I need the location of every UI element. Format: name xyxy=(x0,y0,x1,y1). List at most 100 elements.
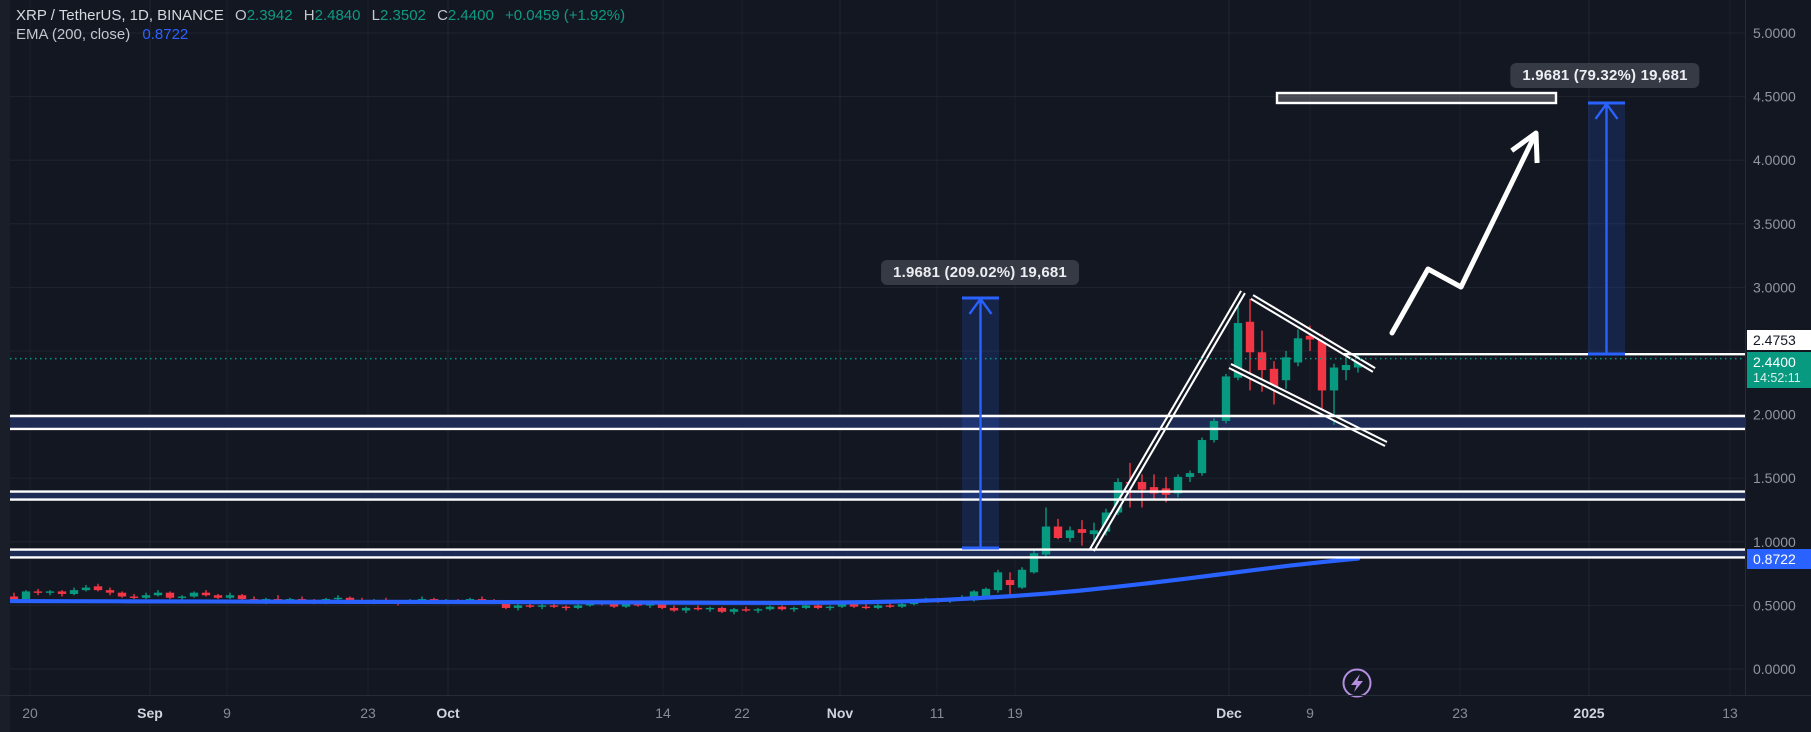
candle xyxy=(657,604,667,608)
chart-left-edge xyxy=(0,0,10,732)
price-line-badge: 2.4753 xyxy=(1747,330,1811,350)
ema-indicator-value: 0.8722 xyxy=(142,26,189,43)
candle xyxy=(1209,420,1219,441)
ema-line xyxy=(0,556,1361,605)
open-label: O xyxy=(235,7,247,24)
measure-tool-left[interactable] xyxy=(962,296,999,550)
last-price-badge: 2.4400 14:52:11 xyxy=(1747,352,1811,388)
time-tick-label: 2025 xyxy=(1573,705,1604,721)
candle xyxy=(1257,352,1267,371)
last-price-value: 2.4400 xyxy=(1753,354,1796,370)
time-tick-label: 20 xyxy=(22,705,38,721)
candle xyxy=(705,607,715,610)
candle xyxy=(1197,440,1207,474)
candle xyxy=(813,605,823,608)
candle xyxy=(153,592,163,596)
candle xyxy=(1089,530,1099,535)
price-tick-label: 2.0000 xyxy=(1753,407,1796,423)
candle xyxy=(717,607,727,612)
candle xyxy=(237,595,247,600)
time-tick-label: 13 xyxy=(1722,705,1738,721)
candle xyxy=(645,604,655,606)
measure-label-left: 1.9681 (209.02%) 19,681 xyxy=(881,260,1079,285)
price-tick-label: 3.0000 xyxy=(1753,279,1796,295)
ema-legend-row[interactable]: EMA (200, close) 0.8722 xyxy=(16,25,625,44)
time-axis[interactable] xyxy=(0,695,1811,732)
candle xyxy=(45,591,55,593)
lightning-icon[interactable] xyxy=(1342,668,1372,698)
candle xyxy=(1317,339,1327,391)
candle xyxy=(129,596,139,598)
time-tick-label: Sep xyxy=(137,705,163,721)
candle xyxy=(729,609,739,612)
time-tick-label: 9 xyxy=(1306,705,1314,721)
candle xyxy=(417,599,427,601)
candle xyxy=(1245,321,1255,353)
time-tick-label: Dec xyxy=(1216,705,1242,721)
candle xyxy=(669,607,679,611)
price-tick-label: 1.5000 xyxy=(1753,470,1796,486)
candle xyxy=(165,592,175,598)
price-tick-label: 4.0000 xyxy=(1753,152,1796,168)
candle xyxy=(1017,569,1027,588)
time-tick-label: Nov xyxy=(827,705,854,721)
measure-tool-right[interactable] xyxy=(1588,101,1625,356)
candle xyxy=(189,592,199,597)
candle xyxy=(81,587,91,591)
candle xyxy=(1293,338,1303,363)
symbol-legend-row[interactable]: XRP / TetherUS, 1D, BINANCE O2.3942 H2.4… xyxy=(16,6,625,25)
candle xyxy=(753,609,763,611)
price-tick-label: 5.0000 xyxy=(1753,25,1796,41)
trendline-rising-support[interactable] xyxy=(1089,290,1246,552)
candle xyxy=(1149,487,1159,494)
time-tick-label: 14 xyxy=(655,705,671,721)
time-tick-label: 23 xyxy=(360,705,376,721)
time-tick-label: Oct xyxy=(436,705,460,721)
candle xyxy=(1233,323,1243,378)
candle xyxy=(549,605,559,607)
ema-price-badge: 0.8722 xyxy=(1747,549,1811,569)
projection-arrow[interactable] xyxy=(1389,130,1540,336)
candle xyxy=(513,605,523,608)
candle xyxy=(477,599,487,601)
candle xyxy=(1185,473,1195,477)
channel-bands xyxy=(0,415,1745,558)
candle xyxy=(333,597,343,600)
trendline-falling-wedge-lower[interactable] xyxy=(1228,363,1388,447)
time-tick-labels: 20 Sep 9 23 Oct 14 22 Nov 11 19 Dec 9 23 2025 13 xyxy=(22,705,1738,721)
close-value: 2.4400 xyxy=(447,7,494,24)
candle xyxy=(1137,482,1147,490)
price-tick-label: 3.5000 xyxy=(1753,216,1796,232)
candle xyxy=(117,592,127,597)
candle xyxy=(345,597,355,601)
candle xyxy=(1281,357,1291,381)
candle xyxy=(1221,376,1231,421)
low-value: 2.3502 xyxy=(380,7,426,24)
candle xyxy=(765,606,775,610)
candle xyxy=(789,607,799,610)
price-tick-label: 1.0000 xyxy=(1753,534,1796,550)
time-tick-label: 23 xyxy=(1452,705,1468,721)
candle xyxy=(837,604,847,607)
price-tick-label: 4.5000 xyxy=(1753,89,1796,105)
price-axis[interactable]: 2.4753 2.4400 14:52:11 0.8722 xyxy=(1745,0,1811,695)
open-value: 2.3942 xyxy=(246,7,293,24)
candle xyxy=(525,605,535,607)
ema-indicator-label: EMA (200, close) xyxy=(16,26,131,43)
target-rectangle[interactable] xyxy=(1275,91,1558,105)
candle xyxy=(1053,526,1063,538)
candle xyxy=(861,606,871,609)
candle xyxy=(1173,476,1183,494)
channel-lines[interactable] xyxy=(0,414,1745,559)
candle xyxy=(9,596,19,600)
candle xyxy=(801,605,811,608)
trendline-falling-wedge-upper[interactable] xyxy=(1250,294,1376,373)
candle xyxy=(213,595,223,598)
candle xyxy=(1113,482,1123,513)
measure-label-right: 1.9681 (79.32%) 19,681 xyxy=(1510,63,1700,88)
candle xyxy=(1341,364,1351,371)
candle xyxy=(69,590,79,594)
candle xyxy=(141,595,151,598)
